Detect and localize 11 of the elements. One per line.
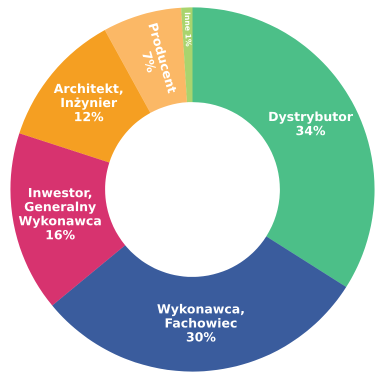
data-label: 16% xyxy=(46,230,75,240)
data-label: 30% xyxy=(186,332,216,342)
data-label: 12% xyxy=(75,112,104,122)
slice-label: Dystrybutor xyxy=(269,111,353,124)
slice-label: Inwestor, Generalny Wykonawca xyxy=(18,188,101,228)
donut-slice xyxy=(181,7,192,102)
slice-label: Architekt, Inżynier xyxy=(54,84,122,110)
data-label: 34% xyxy=(296,126,326,136)
donut-slice xyxy=(192,7,375,288)
donut-slice xyxy=(10,133,126,306)
slice-label: Wykonawca, Fachowiec xyxy=(157,304,244,328)
